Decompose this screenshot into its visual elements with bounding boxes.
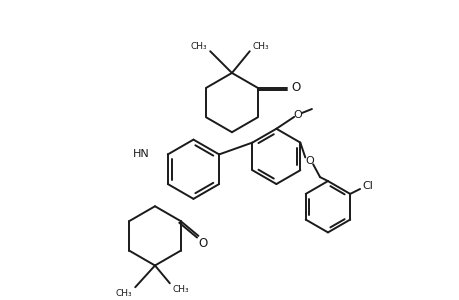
Text: Cl: Cl	[362, 181, 373, 191]
Text: O: O	[293, 110, 302, 120]
Text: O: O	[198, 237, 207, 250]
Text: CH₃: CH₃	[190, 42, 207, 51]
Text: CH₃: CH₃	[252, 42, 269, 51]
Text: O: O	[291, 81, 300, 94]
Text: O: O	[305, 156, 314, 166]
Text: CH₃: CH₃	[115, 289, 132, 298]
Text: CH₃: CH₃	[173, 285, 189, 294]
Text: HN: HN	[133, 149, 150, 159]
